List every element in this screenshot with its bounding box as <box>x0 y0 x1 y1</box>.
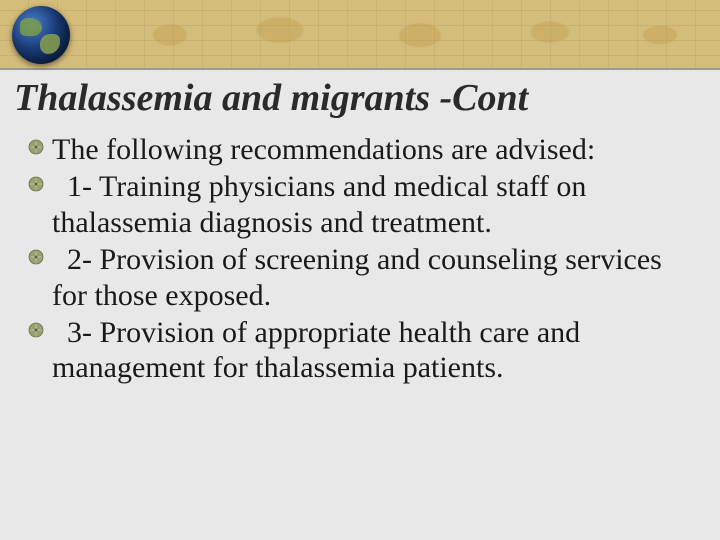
slide-body: The following recommendations are advise… <box>0 120 720 386</box>
slide-title: Thalassemia and migrants -Cont <box>0 70 720 120</box>
compass-bullet-icon <box>28 322 46 340</box>
list-item: 3- Provision of appropriate health care … <box>28 315 700 386</box>
header-banner <box>0 0 720 70</box>
compass-bullet-icon <box>28 176 46 194</box>
banner-grid-lines <box>0 0 720 70</box>
list-item: 1- Training physicians and medical staff… <box>28 169 700 240</box>
globe-icon <box>12 6 70 64</box>
list-item-text: 1- Training physicians and medical staff… <box>52 169 700 240</box>
list-item: The following recommendations are advise… <box>28 132 700 167</box>
compass-bullet-icon <box>28 139 46 157</box>
list-item-text: 2- Provision of screening and counseling… <box>52 242 700 313</box>
compass-bullet-icon <box>28 249 46 267</box>
list-item: 2- Provision of screening and counseling… <box>28 242 700 313</box>
list-item-text: The following recommendations are advise… <box>52 132 700 167</box>
list-item-text: 3- Provision of appropriate health care … <box>52 315 700 386</box>
